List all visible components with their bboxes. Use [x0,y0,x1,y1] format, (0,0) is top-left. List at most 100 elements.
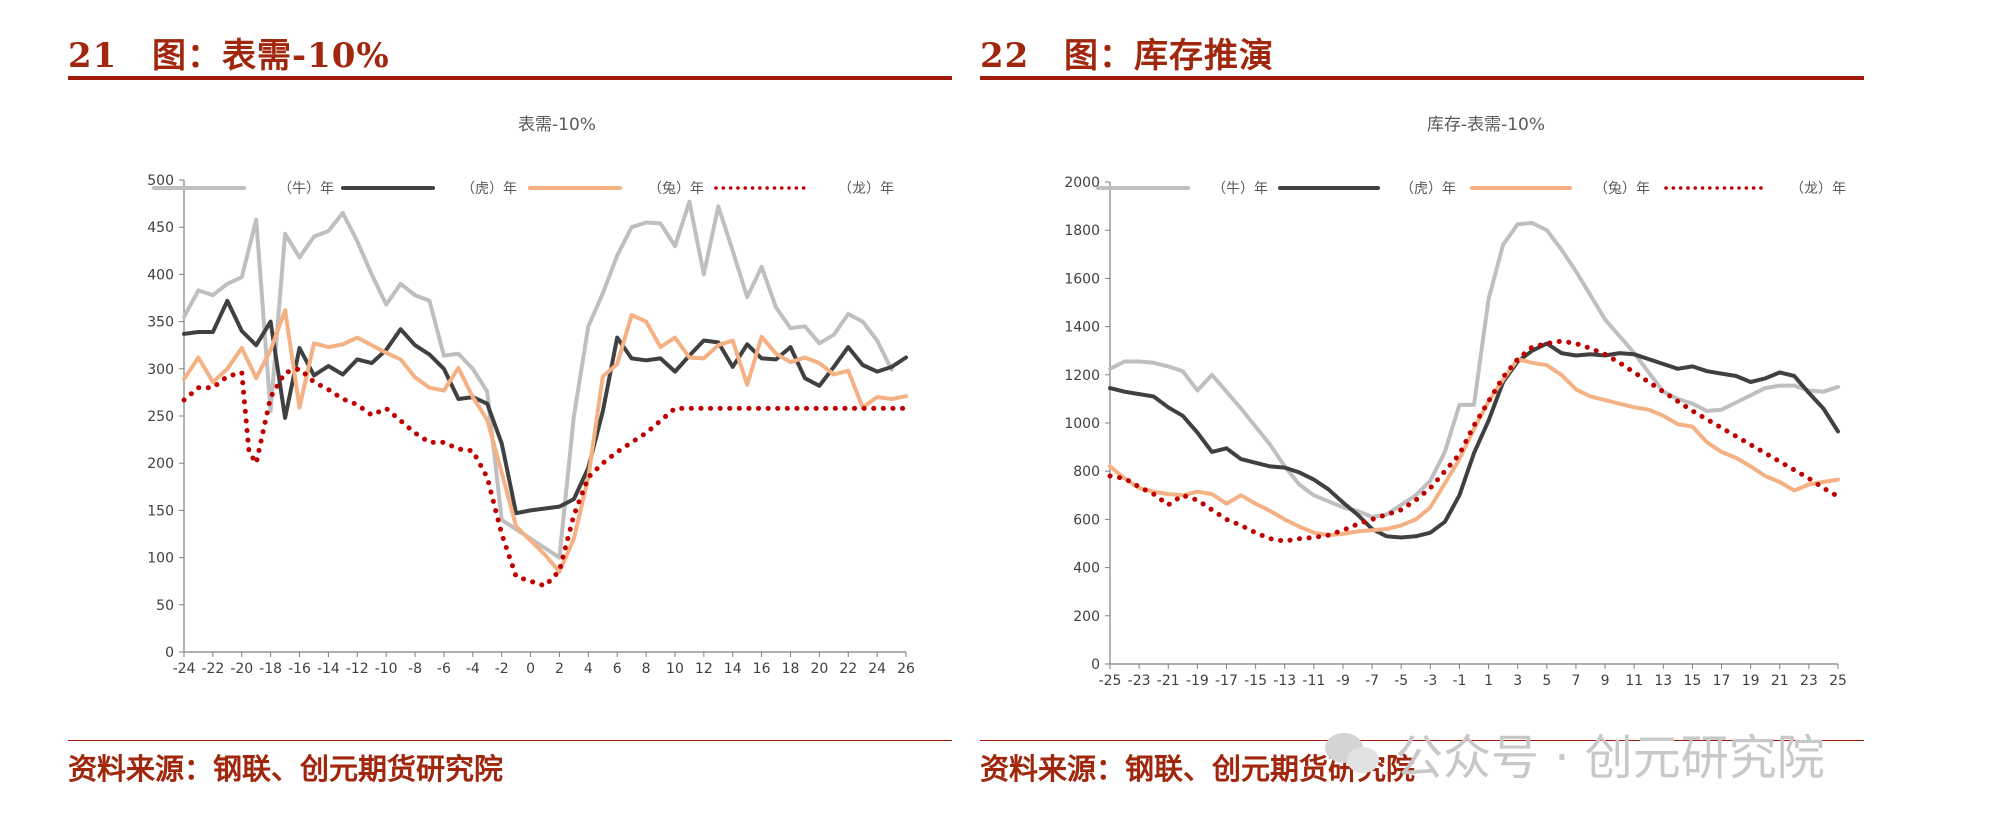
title-rule-right [980,76,1864,80]
x-tick-label: -11 [1302,673,1325,689]
figure-number-left: 21 [68,36,118,76]
legend-label-4: （龙）年 [1790,181,1846,197]
y-tick-label: 1200 [1064,368,1100,384]
legend-label-1: （牛）年 [278,181,334,197]
x-tick-label: -4 [466,661,480,677]
x-tick-label: 2 [555,661,564,677]
x-tick-label: -10 [375,661,398,677]
x-tick-label: 4 [584,661,593,677]
x-tick-label: 6 [613,661,622,677]
x-tick-label: 5 [1542,673,1551,689]
x-tick-label: 21 [1771,673,1789,689]
x-tick-label: -2 [495,661,509,677]
y-tick-label: 200 [147,456,174,472]
legend-label-2: （虎）年 [461,181,517,197]
y-tick-label: 400 [1073,561,1100,577]
y-tick-label: 350 [147,315,174,331]
x-tick-label: 7 [1571,673,1580,689]
chart-left: 表需-10%050100150200250300350400450500-24-… [147,115,915,677]
chart-title: 表需-10% [518,115,596,135]
series-line-3 [1108,357,1840,538]
y-tick-label: 50 [156,598,174,614]
y-tick-label: 1800 [1064,223,1100,239]
x-tick-label: 15 [1683,673,1701,689]
x-tick-label: -22 [201,661,224,677]
x-tick-label: 11 [1625,673,1643,689]
figure-title-text-left: 图：表需-10% [152,36,390,76]
x-tick-label: -5 [1394,673,1408,689]
x-tick-label: 18 [782,661,800,677]
x-tick-label: -12 [346,661,369,677]
x-tick-label: 10 [666,661,684,677]
watermark: 公众号 · 创元研究院 [1325,718,1825,788]
x-tick-label: 20 [810,661,828,677]
y-tick-label: 200 [1073,609,1100,625]
x-tick-label: 12 [695,661,713,677]
x-tick-label: 26 [897,661,915,677]
x-tick-label: 1 [1484,673,1493,689]
x-tick-label: -13 [1273,673,1296,689]
y-tick-label: 300 [147,362,174,378]
y-tick-label: 450 [147,220,174,236]
figure-number-right: 22 [980,36,1030,76]
series-line-1 [1108,221,1840,519]
chart-right: 库存-表需-10% 0 200 400 600 800 1000 1200 1400 1600 18… [1064,115,1847,689]
source-text-left: 资料来源：钢联、创元期货研究院 [68,752,504,786]
y-tick-label: 100 [147,551,174,567]
x-tick-label: -6 [437,661,451,677]
x-tick-label: -18 [259,661,282,677]
legend-label-4: （龙）年 [838,181,894,197]
x-tick-label: 19 [1742,673,1760,689]
x-tick-label: -8 [408,661,422,677]
x-tick-label: -9 [1336,673,1350,689]
x-tick-label: 22 [839,661,857,677]
series-line-3 [182,308,908,574]
x-tick-label: -23 [1128,673,1151,689]
x-tick-label: 0 [526,661,535,677]
x-tick-label: -3 [1423,673,1437,689]
x-tick-label: -21 [1157,673,1180,689]
series-line-4 [1107,338,1841,544]
y-tick-label: 1000 [1064,416,1100,432]
y-tick-label: 600 [1073,512,1100,528]
x-tick-label: 13 [1654,673,1672,689]
legend-label-2: （虎）年 [1400,181,1456,197]
x-tick-label: 17 [1713,673,1731,689]
y-tick-label: 800 [1073,464,1100,480]
x-tick-label: 9 [1601,673,1610,689]
title-rule-left [68,76,952,80]
x-tick-label: -24 [173,661,196,677]
y-tick-label: 500 [147,173,174,189]
y-tick-label: 2000 [1064,175,1100,191]
panel-right: 22 图：库存推演 库存-表需-10% 0 200 400 600 800 1000 1200 1… [980,0,1864,830]
x-tick-label: -20 [230,661,253,677]
y-tick-label: 0 [165,645,174,661]
x-tick-label: -16 [288,661,311,677]
x-tick-label: -14 [317,661,340,677]
y-tick-label: 150 [147,503,174,519]
x-tick-label: 16 [753,661,771,677]
wechat-icon [1325,729,1381,777]
watermark-text: 公众号 · 创元研究院 [1395,730,1825,786]
figure-title-left: 21 图：表需-10% [68,28,390,77]
source-rule-left [68,740,952,741]
y-tick-label: 400 [147,267,174,283]
x-tick-label: 14 [724,661,742,677]
legend-label-3: （兔）年 [648,181,704,197]
x-tick-label: -17 [1215,673,1238,689]
x-tick-label: 8 [642,661,651,677]
x-tick-label: -1 [1452,673,1466,689]
x-tick-label: 23 [1800,673,1818,689]
figure-title-text-right: 图：库存推演 [1064,36,1274,76]
x-tick-label: 24 [868,661,886,677]
series-line-1 [182,199,894,560]
x-tick-label: 25 [1829,673,1847,689]
legend-label-3: （兔）年 [1594,181,1650,197]
y-tick-label: 1400 [1064,320,1100,336]
x-tick-label: -7 [1365,673,1379,689]
panel-left: 21 图：表需-10% 表需-10% 0 50 100 150 200 250 300 350 40… [68,0,952,830]
x-tick-label: -15 [1244,673,1267,689]
legend-label-1: （牛）年 [1212,181,1268,197]
x-tick-label: 3 [1513,673,1522,689]
series-line-2 [182,298,908,516]
